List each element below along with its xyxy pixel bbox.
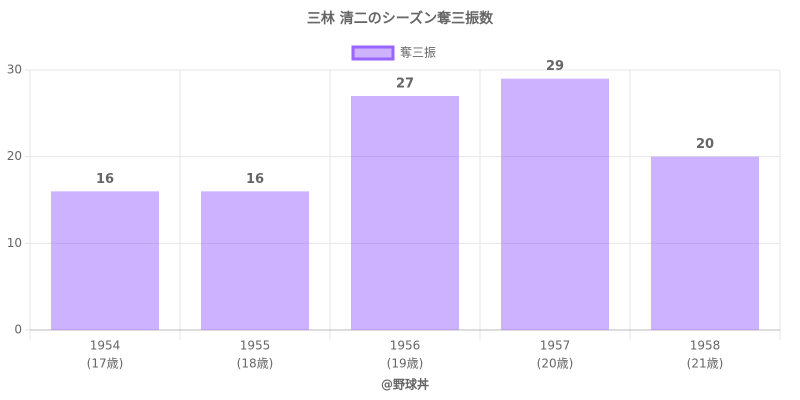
y-tick-label: 30	[7, 63, 22, 77]
data-label: 16	[96, 172, 114, 187]
bar	[51, 191, 159, 330]
data-label: 16	[246, 172, 264, 187]
bar	[351, 96, 459, 330]
chart-title: 三林 清二のシーズン奪三振数	[307, 10, 494, 27]
legend-swatch	[351, 45, 395, 61]
x-tick-label: (17歳)	[87, 357, 124, 371]
x-axis-title: @野球丼	[381, 377, 429, 392]
x-tick-label: 1955	[240, 339, 271, 353]
x-tick-label: 1954	[90, 339, 121, 353]
x-tick-label: 1957	[540, 339, 571, 353]
bar	[651, 156, 759, 330]
x-tick-label: 1958	[690, 339, 721, 353]
x-tick-label: (20歳)	[537, 357, 574, 371]
legend-label: 奪三振	[400, 45, 436, 60]
data-label: 29	[546, 59, 564, 74]
bar	[201, 191, 309, 330]
y-tick-label: 10	[7, 236, 22, 250]
data-label: 27	[396, 77, 414, 92]
data-label: 20	[696, 137, 714, 152]
y-tick-label: 0	[14, 323, 22, 337]
bar	[501, 78, 609, 331]
y-tick-label: 20	[7, 149, 22, 163]
x-tick-label: (21歳)	[687, 357, 724, 371]
x-tick-label: (19歳)	[387, 357, 424, 371]
x-tick-label: (18歳)	[237, 357, 274, 371]
x-tick-label: 1956	[390, 339, 421, 353]
